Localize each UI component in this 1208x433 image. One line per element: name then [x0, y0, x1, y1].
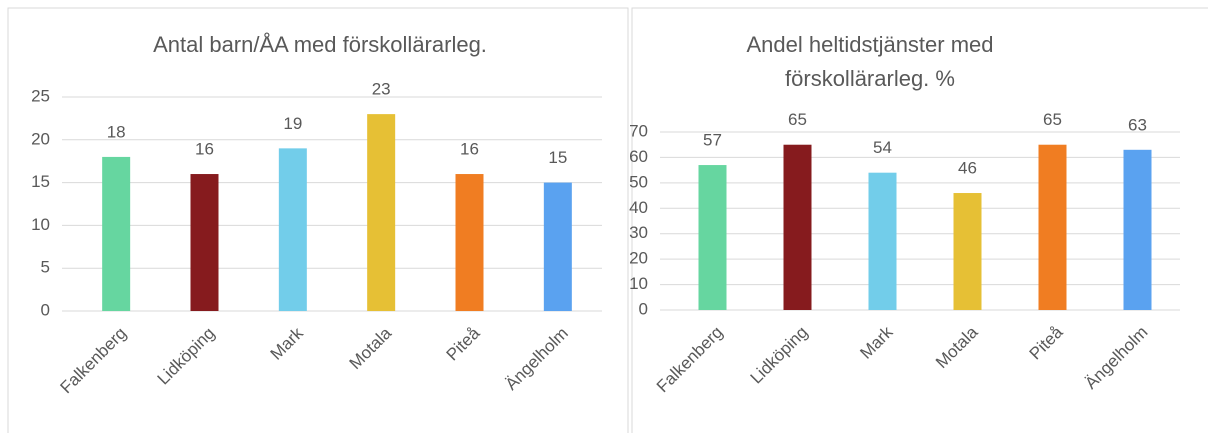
y-tick-label: 70	[629, 121, 648, 140]
data-label: 63	[1128, 115, 1147, 134]
x-tick-label: Lidköping	[747, 323, 812, 388]
x-tick-label: Falkenberg	[57, 324, 131, 398]
data-label: 16	[460, 140, 479, 159]
y-tick-label: 0	[639, 299, 648, 318]
y-tick-label: 30	[629, 223, 648, 242]
bar	[783, 144, 812, 310]
y-tick-label: 40	[629, 198, 648, 217]
y-tick-label: 10	[629, 274, 648, 293]
bar	[868, 172, 897, 310]
x-tick-label: Falkenberg	[653, 323, 727, 397]
y-tick-label: 25	[31, 86, 50, 105]
bar	[1038, 144, 1067, 310]
x-tick-label: Mark	[267, 323, 308, 364]
data-label: 18	[107, 122, 126, 141]
data-label: 57	[703, 131, 722, 150]
bar	[543, 182, 572, 311]
chart-frame	[631, 7, 1208, 433]
data-label: 23	[372, 80, 391, 99]
x-tick-label: Mark	[856, 322, 897, 363]
data-label: 15	[548, 148, 567, 167]
bar	[367, 114, 396, 312]
y-tick-label: 15	[31, 172, 50, 191]
y-tick-label: 20	[31, 129, 50, 148]
y-tick-label: 0	[41, 300, 50, 319]
chart-frame	[7, 7, 629, 433]
y-tick-label: 60	[629, 147, 648, 166]
x-tick-label: Piteå	[443, 323, 484, 364]
data-label: 54	[873, 138, 892, 157]
y-tick-label: 50	[629, 172, 648, 191]
x-tick-label: Piteå	[1026, 322, 1067, 363]
data-label: 19	[283, 114, 302, 133]
bar	[455, 174, 484, 311]
y-tick-label: 20	[629, 249, 648, 268]
data-label: 16	[195, 140, 214, 159]
x-tick-label: Motala	[346, 323, 396, 373]
data-label: 65	[1043, 110, 1062, 129]
y-tick-label: 10	[31, 215, 50, 234]
chart-title: Andel heltidstjänster med förskollärarle…	[746, 32, 994, 91]
bar	[102, 156, 131, 311]
x-tick-label: Motala	[932, 322, 982, 372]
bar	[1123, 149, 1152, 310]
data-label: 65	[788, 110, 807, 129]
x-tick-label: Lidköping	[154, 324, 219, 389]
bar	[698, 165, 727, 310]
x-tick-label: Ängelholm	[1081, 323, 1151, 393]
bar	[953, 193, 982, 310]
bar	[190, 174, 219, 311]
data-label: 46	[958, 159, 977, 178]
chart-title: Antal barn/ÅA med förskollärarleg.	[153, 32, 487, 57]
bar	[278, 148, 307, 311]
x-tick-label: Ängelholm	[502, 324, 572, 394]
y-tick-label: 5	[41, 258, 50, 277]
